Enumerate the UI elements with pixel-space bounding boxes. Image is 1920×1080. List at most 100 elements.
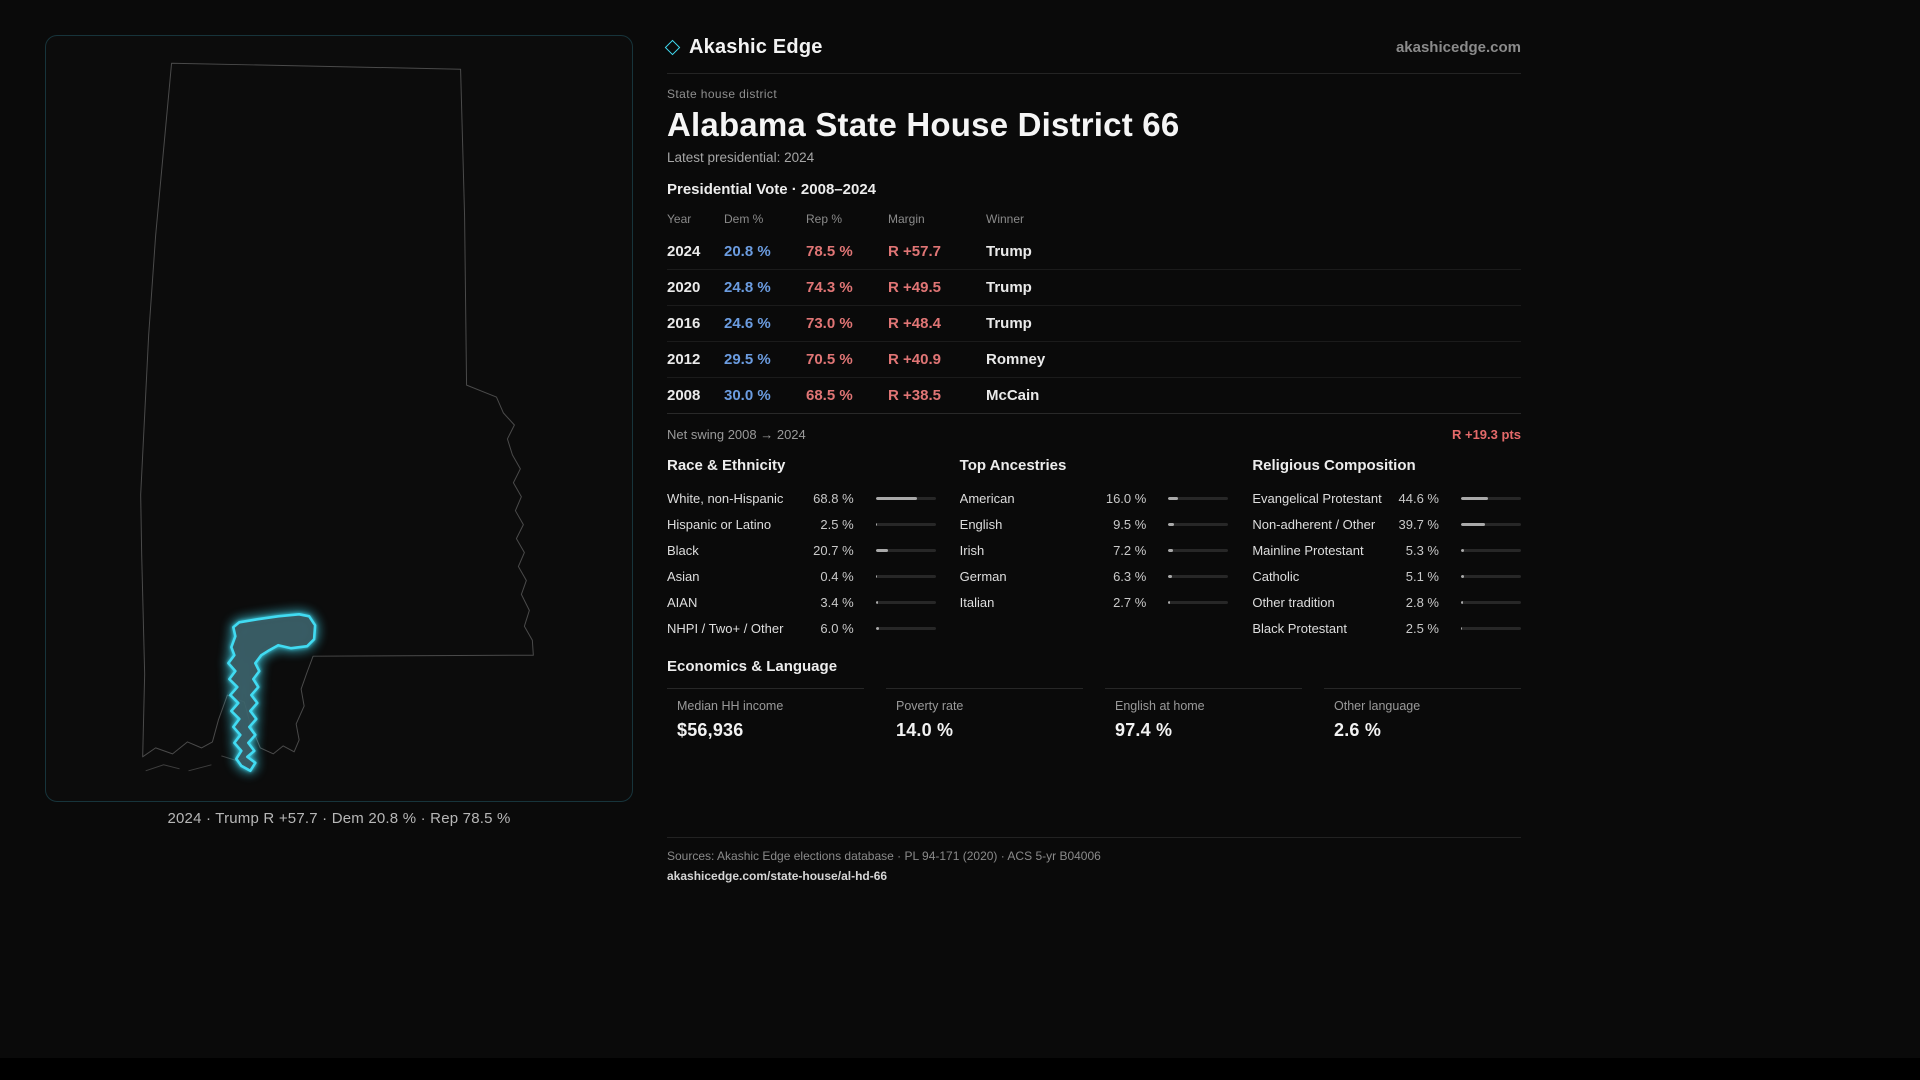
stat-label: Hispanic or Latino — [667, 516, 772, 532]
stat-bar — [875, 600, 936, 604]
state-outline — [140, 62, 534, 758]
detail-panel: Akashic Edge akashicedge.com State house… — [664, 33, 1521, 885]
stat-label: Irish — [959, 542, 985, 558]
religion-title: Religious Composition — [1252, 457, 1416, 474]
winner-cell: Trump — [986, 243, 1032, 260]
stat-value: 6.3 % — [1113, 568, 1147, 584]
brand: Akashic Edge — [664, 36, 823, 59]
permalink[interactable]: akashicedge.com/state-house/al-hd-66 — [667, 869, 888, 883]
stat-card-label: English at home — [1115, 699, 1205, 713]
margin-cell: R +40.9 — [888, 351, 941, 368]
stat-row: Irish 7.2 % — [960, 537, 1229, 563]
table-row: 2020 24.8 % 74.3 % R +49.5 Trump — [667, 270, 1521, 306]
alabama-map — [140, 62, 534, 773]
year-cell: 2012 — [667, 351, 701, 368]
rep-cell: 70.5 % — [806, 351, 853, 368]
stat-bar — [1168, 496, 1229, 500]
stat-card: Median HH income $56,936 — [667, 688, 864, 741]
site-link[interactable]: akashicedge.com — [1395, 38, 1521, 56]
table-row: 2012 29.5 % 70.5 % R +40.9 Romney — [667, 342, 1521, 378]
stat-row: Hispanic or Latino 2.5 % — [667, 511, 936, 537]
stat-label: German — [959, 568, 1007, 584]
stat-value: 2.8 % — [1405, 594, 1439, 610]
stat-row: White, non-Hispanic 68.8 % — [667, 485, 936, 511]
stat-bar — [875, 626, 936, 630]
stat-card: English at home 97.4 % — [1105, 688, 1302, 741]
diamond-icon — [664, 39, 681, 55]
year-cell: 2016 — [667, 315, 701, 332]
stat-label: Evangelical Protestant — [1252, 490, 1382, 506]
stat-card-value: 97.4 % — [1115, 720, 1173, 740]
stat-card-label: Median HH income — [677, 699, 784, 713]
economics-stats: Median HH income $56,936 Poverty rate 14… — [667, 688, 1521, 741]
stat-value: 68.8 % — [813, 490, 854, 506]
col-margin: Margin — [888, 212, 925, 226]
winner-cell: Trump — [986, 279, 1032, 296]
ancestry-title: Top Ancestries — [959, 457, 1067, 474]
dem-cell: 30.0 % — [724, 387, 771, 404]
race-title: Race & Ethnicity — [667, 457, 786, 474]
stat-row: Non-adherent / Other 39.7 % — [1252, 511, 1521, 537]
stat-value: 2.5 % — [820, 516, 854, 532]
stat-bar — [1460, 600, 1521, 604]
stat-bar — [875, 574, 936, 578]
margin-cell: R +38.5 — [888, 387, 941, 404]
header-bar: Akashic Edge akashicedge.com — [664, 33, 1521, 61]
stat-card-label: Other language — [1334, 699, 1421, 713]
stat-value: 0.4 % — [820, 568, 854, 584]
bottom-bar — [0, 1058, 1920, 1080]
stat-label: English — [959, 516, 1003, 532]
vote-table: Year Dem % Rep % Margin Winner 2024 20.8… — [667, 206, 1521, 414]
stat-bar — [875, 496, 936, 500]
stat-value: 7.2 % — [1113, 542, 1147, 558]
stat-value: 3.4 % — [820, 594, 854, 610]
map-panel — [45, 35, 633, 802]
stat-label: Italian — [959, 594, 995, 610]
stat-bar — [1168, 574, 1229, 578]
stat-bar — [1460, 548, 1521, 552]
stat-bar — [1460, 496, 1521, 500]
demographics-section: Race & Ethnicity White, non-Hispanic 68.… — [667, 457, 1521, 641]
col-dem: Dem % — [724, 212, 764, 226]
rep-cell: 68.5 % — [806, 387, 853, 404]
stat-label: Mainline Protestant — [1252, 542, 1364, 558]
stat-value: 16.0 % — [1105, 490, 1147, 506]
col-rep: Rep % — [806, 212, 843, 226]
page-title: Alabama State House District 66 — [667, 106, 1180, 143]
stat-card: Other language 2.6 % — [1324, 688, 1521, 741]
stat-row: English 9.5 % — [960, 511, 1229, 537]
margin-cell: R +57.7 — [888, 243, 941, 260]
stat-label: AIAN — [667, 594, 698, 610]
stat-row: AIAN 3.4 % — [667, 589, 936, 615]
stat-bar — [1460, 522, 1521, 526]
col-winner: Winner — [986, 212, 1025, 226]
stat-card-label: Poverty rate — [896, 699, 964, 713]
dem-cell: 20.8 % — [724, 243, 771, 260]
year-cell: 2008 — [667, 387, 701, 404]
vote-section-title: Presidential Vote · 2008–2024 — [667, 181, 877, 198]
rep-cell: 78.5 % — [806, 243, 853, 260]
stat-label: Black Protestant — [1252, 620, 1347, 636]
stat-row: Other tradition 2.8 % — [1252, 589, 1521, 615]
stat-label: American — [959, 490, 1015, 506]
stat-row: Italian 2.7 % — [960, 589, 1229, 615]
stat-value: 20.7 % — [813, 542, 854, 558]
dem-cell: 24.8 % — [724, 279, 771, 296]
stat-bar — [875, 522, 936, 526]
winner-cell: Romney — [986, 351, 1046, 368]
stat-value: 2.7 % — [1113, 594, 1147, 610]
stat-value: 2.5 % — [1405, 620, 1439, 636]
rep-cell: 74.3 % — [806, 279, 853, 296]
stat-label: White, non-Hispanic — [667, 490, 784, 506]
stat-row: Catholic 5.1 % — [1252, 563, 1521, 589]
stat-row: Evangelical Protestant 44.6 % — [1252, 485, 1521, 511]
year-cell: 2024 — [667, 243, 701, 260]
footer: Sources: Akashic Edge elections database… — [667, 837, 1521, 885]
stat-label: Catholic — [1252, 568, 1300, 584]
stat-value: 5.1 % — [1405, 568, 1439, 584]
ancestry-column: Top Ancestries American 16.0 % English 9… — [960, 457, 1229, 641]
winner-cell: Trump — [986, 315, 1032, 332]
dem-cell: 24.6 % — [724, 315, 771, 332]
net-swing-value: R +19.3 pts — [1451, 427, 1521, 442]
margin-cell: R +48.4 — [888, 315, 941, 332]
